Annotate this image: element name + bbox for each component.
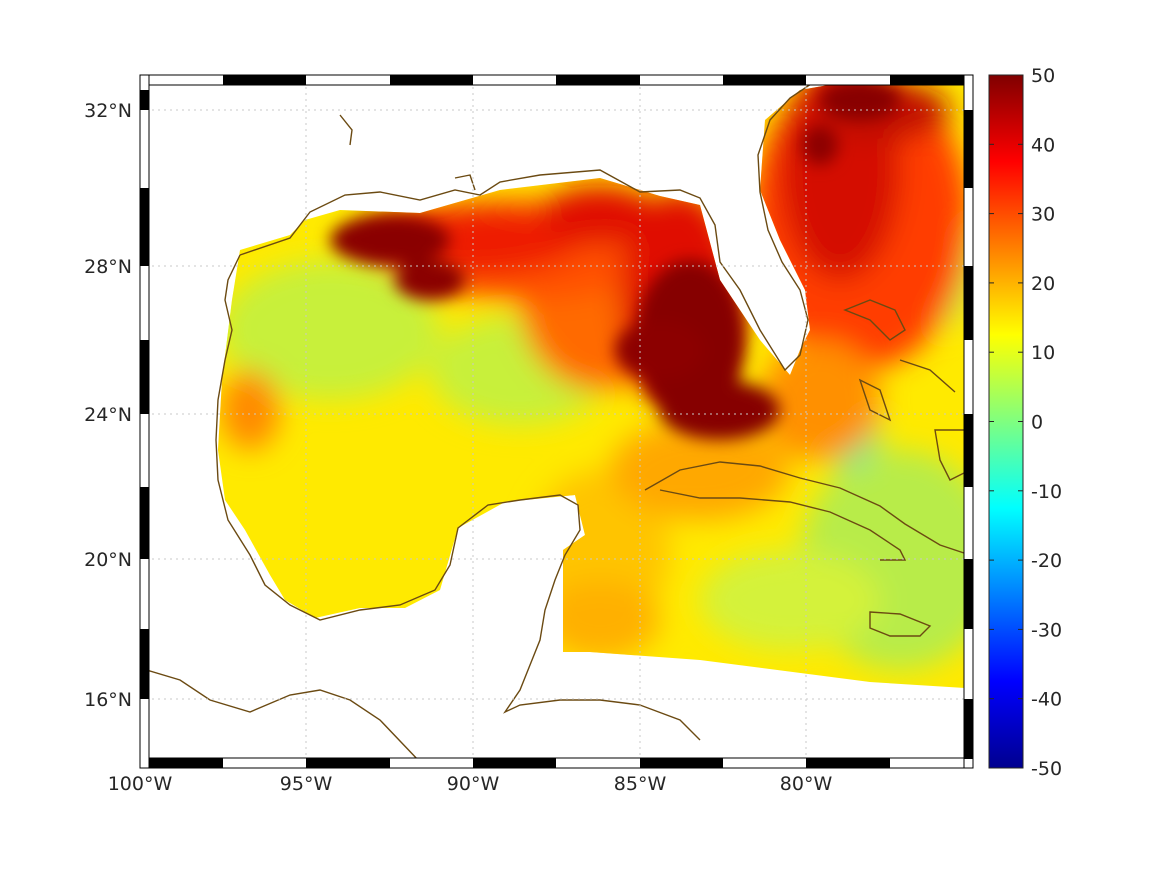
lon-tick-label: 100°W (108, 773, 173, 795)
lon-tick-label: 80°W (780, 773, 833, 795)
colorbar-tick-label: -40 (1031, 689, 1062, 711)
colorbar-tick-label: 30 (1031, 204, 1055, 226)
lat-tick-label: 20°N (84, 549, 132, 571)
colorbar-gradient (988, 74, 1024, 769)
colorbar-tick-label: -20 (1031, 550, 1062, 572)
colorbar: 50 40 30 20 10 0 -10 -20 -30 -40 -50 (988, 65, 1062, 780)
colorbar-ticks: 50 40 30 20 10 0 -10 -20 -30 -40 -50 (989, 65, 1062, 780)
lat-tick-label: 28°N (84, 256, 132, 278)
lat-tick-label: 32°N (84, 100, 132, 122)
lon-tick-label: 95°W (280, 773, 333, 795)
coastline (140, 77, 971, 763)
colorbar-tick-label: -30 (1031, 619, 1062, 641)
colorbar-tick-label: 40 (1031, 134, 1055, 156)
lon-tick-labels: 100°W 95°W 90°W 85°W 80°W (108, 773, 833, 795)
colorbar-tick-label: -50 (1031, 758, 1062, 780)
lon-tick-label: 85°W (614, 773, 667, 795)
colorbar-tick-label: 0 (1031, 412, 1043, 434)
lat-tick-label: 16°N (84, 689, 132, 711)
lat-tick-labels: 32°N 28°N 24°N 20°N 16°N (84, 100, 132, 711)
map-frame (139, 74, 974, 769)
colorbar-tick-label: 50 (1031, 65, 1055, 87)
colorbar-tick-label: -10 (1031, 481, 1062, 503)
lon-tick-label: 90°W (447, 773, 500, 795)
colorbar-tick-label: 20 (1031, 273, 1055, 295)
colorbar-tick-label: 10 (1031, 342, 1055, 364)
lat-tick-label: 24°N (84, 404, 132, 426)
ocean-field (218, 83, 965, 688)
graticule (140, 75, 973, 768)
